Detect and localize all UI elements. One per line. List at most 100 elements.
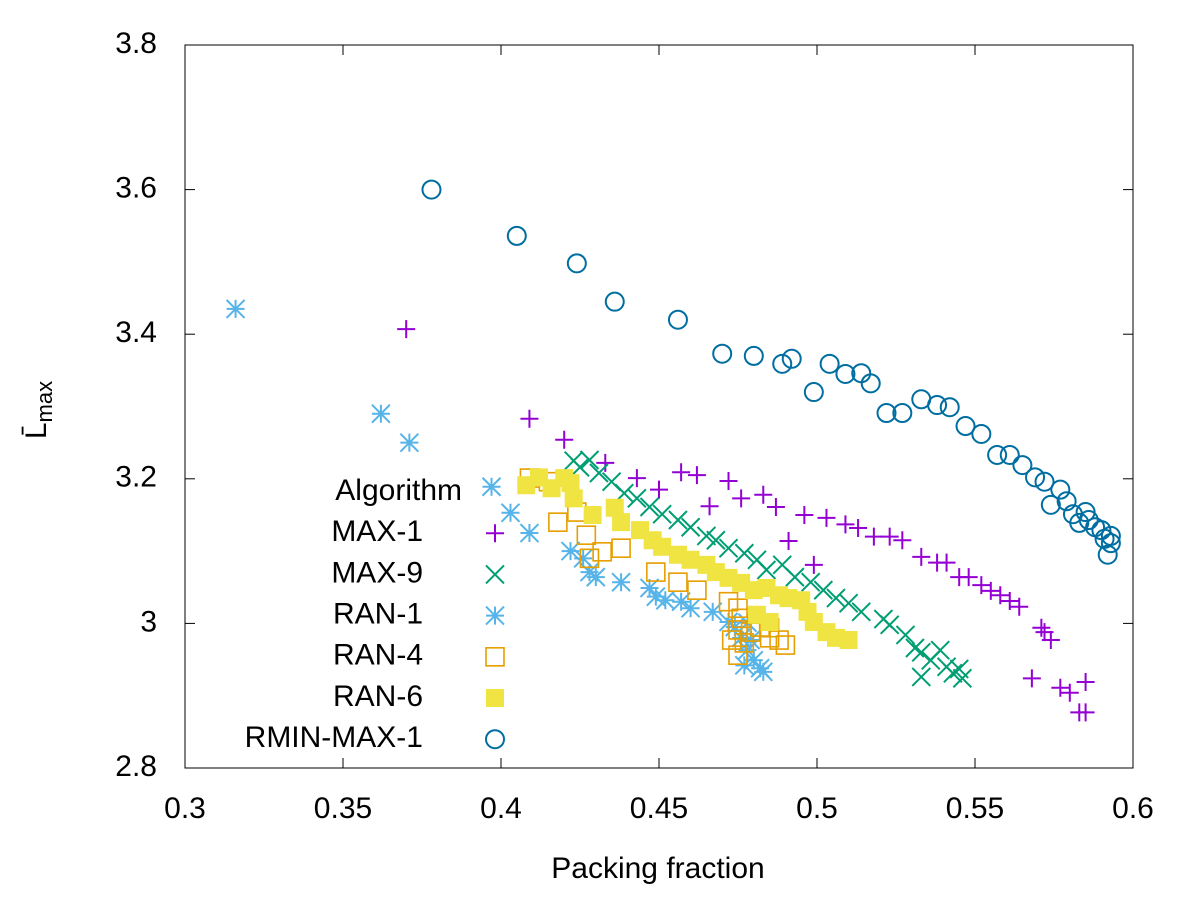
point <box>864 527 883 546</box>
point <box>371 404 391 424</box>
legend-marker <box>485 647 505 667</box>
point <box>627 469 646 488</box>
x-tick-label: 0.4 <box>480 792 522 825</box>
point <box>696 526 717 546</box>
point <box>421 179 442 200</box>
legend-title: Algorithm <box>335 474 462 507</box>
point <box>911 642 931 663</box>
legend-label: RAN-1 <box>333 598 423 631</box>
point <box>753 662 773 682</box>
x-tick-label: 0.3 <box>164 792 206 825</box>
point <box>779 531 798 550</box>
legend-marker <box>485 729 506 750</box>
point <box>655 590 676 610</box>
point <box>612 513 631 532</box>
point <box>1078 510 1099 531</box>
y-axis-label: L̄max <box>20 381 57 439</box>
point <box>1022 669 1041 688</box>
point <box>500 503 521 523</box>
point <box>800 572 821 592</box>
point <box>718 591 739 612</box>
point <box>1032 618 1051 637</box>
point <box>611 538 631 559</box>
point <box>596 453 615 472</box>
legend-label: RAN-6 <box>333 680 423 713</box>
x-tick-label: 0.55 <box>946 792 1004 825</box>
y-axis-label-sub: max <box>32 381 57 423</box>
point <box>225 299 246 319</box>
point <box>1100 533 1121 554</box>
point <box>399 432 420 453</box>
point <box>712 343 733 364</box>
point <box>999 444 1020 465</box>
point <box>756 560 777 580</box>
point <box>555 430 574 449</box>
x-tick-label: 0.45 <box>630 792 688 825</box>
point <box>1076 703 1095 722</box>
point <box>566 253 587 274</box>
point <box>785 567 805 587</box>
point <box>803 382 824 403</box>
plot-frame <box>184 44 1134 769</box>
point <box>1012 455 1033 476</box>
point <box>481 477 502 497</box>
point <box>519 523 540 543</box>
point <box>728 598 748 619</box>
point <box>703 602 723 622</box>
point <box>732 489 751 508</box>
point <box>681 550 700 569</box>
legend-marker <box>485 564 505 585</box>
point <box>826 588 846 608</box>
point <box>667 309 688 330</box>
point <box>1025 467 1046 488</box>
point <box>813 580 834 600</box>
point <box>706 530 726 550</box>
point <box>718 538 739 558</box>
point <box>728 645 748 666</box>
point <box>987 444 1008 465</box>
point <box>650 480 668 499</box>
y-tick-label: 3 <box>140 605 157 638</box>
y-tick-label: 3.8 <box>115 27 157 60</box>
point <box>766 497 785 516</box>
point <box>905 638 925 658</box>
point <box>892 403 913 423</box>
point <box>1000 591 1019 610</box>
point <box>817 508 836 527</box>
point <box>397 320 416 339</box>
point <box>955 416 976 437</box>
point <box>795 505 814 524</box>
point <box>772 353 793 374</box>
point <box>506 225 527 246</box>
point <box>838 593 859 613</box>
point <box>879 615 900 635</box>
point <box>560 541 581 561</box>
point <box>851 363 872 384</box>
point <box>1040 494 1061 515</box>
point <box>775 635 796 655</box>
x-tick-label: 0.6 <box>1112 792 1154 825</box>
point <box>1085 517 1106 538</box>
point <box>611 572 631 592</box>
point <box>548 512 568 532</box>
point <box>604 291 625 312</box>
point <box>754 485 773 504</box>
point <box>760 612 779 631</box>
point <box>680 598 701 618</box>
point <box>1056 491 1077 512</box>
point <box>734 655 755 676</box>
point <box>639 578 660 598</box>
point <box>719 471 738 490</box>
point <box>930 640 950 660</box>
point <box>652 504 672 524</box>
point <box>912 547 931 566</box>
point <box>728 620 748 640</box>
point <box>586 567 606 587</box>
point <box>939 397 960 418</box>
point <box>835 363 856 384</box>
point <box>949 659 969 679</box>
point <box>1100 525 1121 546</box>
point <box>721 630 742 650</box>
point <box>561 474 580 493</box>
